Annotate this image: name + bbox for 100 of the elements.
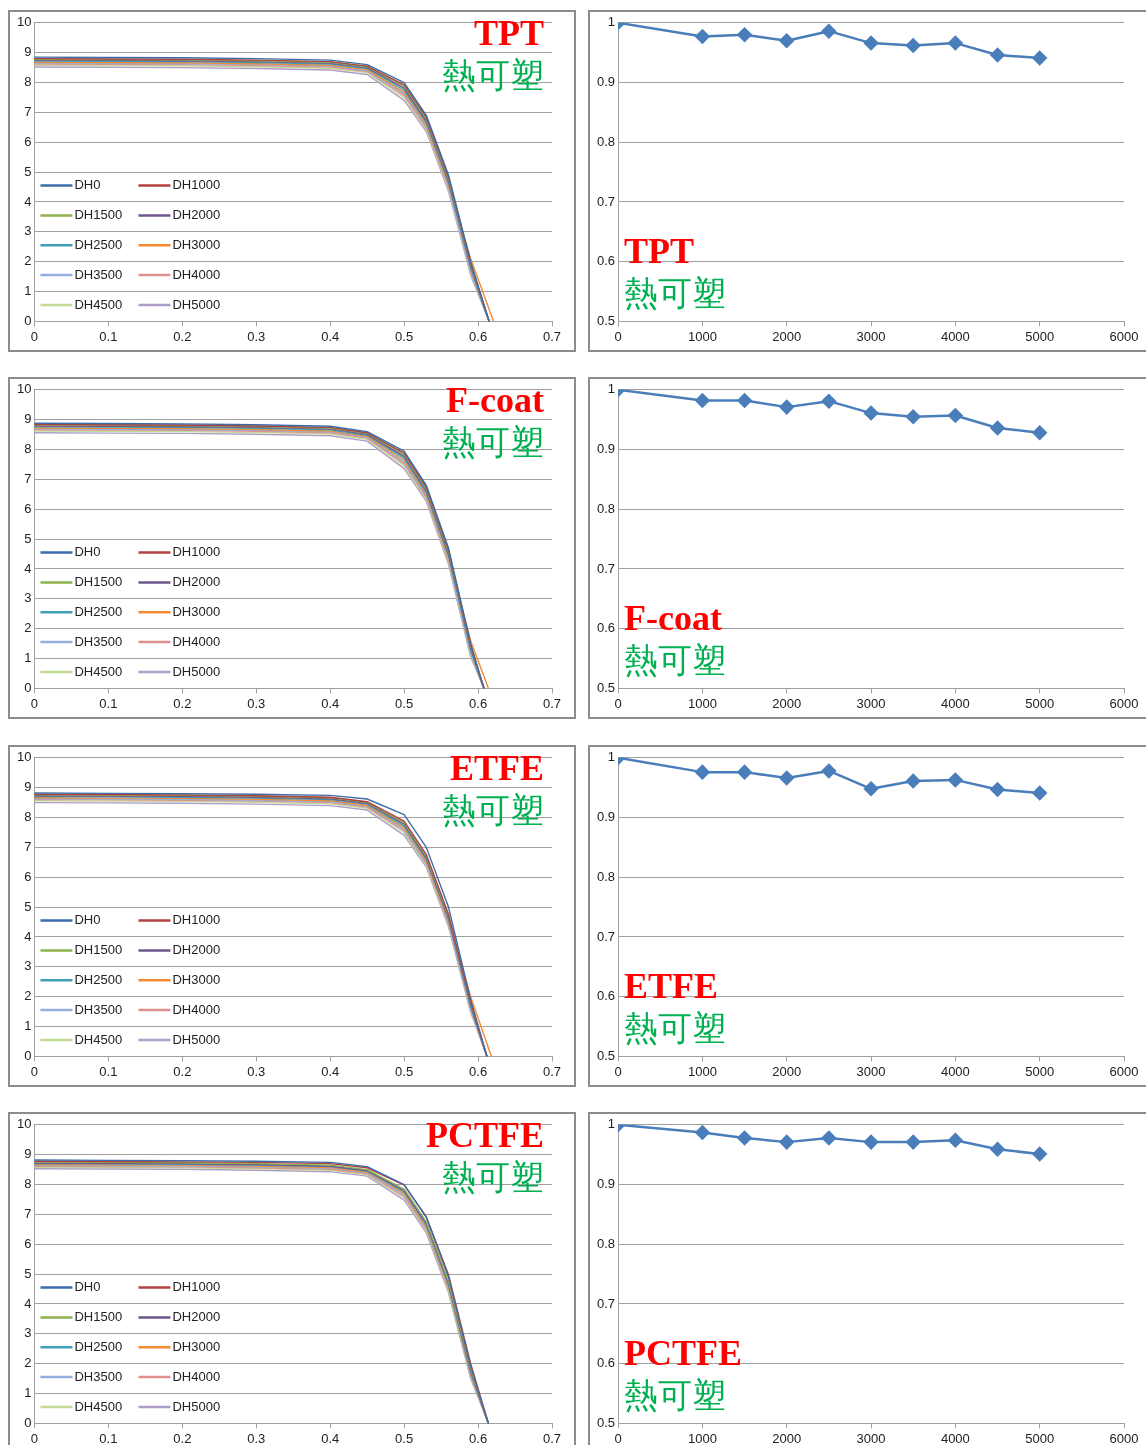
annotation: TPT: [473, 12, 544, 53]
legend-label: DH3000: [172, 1338, 221, 1354]
x-tick-label: 0.7: [542, 328, 562, 344]
y-tick-label: 9: [24, 411, 32, 427]
annotation: F-coat: [624, 598, 723, 639]
x-tick-label: 0.5: [395, 1063, 414, 1079]
legend-label: DH1500: [74, 573, 123, 589]
y-tick-label: 4: [24, 560, 32, 576]
y-tick-label: 1: [607, 1116, 616, 1132]
legend-label: DH4000: [172, 633, 221, 649]
annotation: 熱可塑: [624, 642, 727, 680]
x-tick-label: 1000: [687, 695, 717, 711]
x-tick-label: 0.3: [247, 1063, 266, 1079]
y-tick-label: 0.9: [596, 809, 616, 825]
y-tick-label: 2: [24, 620, 32, 636]
y-tick-label: 0.5: [596, 1047, 616, 1063]
x-tick-label: 3000: [856, 1430, 886, 1445]
y-tick-label: 7: [24, 470, 32, 486]
legend-label: DH4000: [172, 266, 221, 282]
x-tick-label: 0.2: [173, 1430, 192, 1445]
y-tick-label: 4: [24, 1295, 32, 1311]
legend-label: DH3000: [172, 603, 221, 619]
x-tick-label: 0.1: [99, 1430, 118, 1445]
x-tick-label: 0.3: [247, 695, 266, 711]
y-tick-label: 0.8: [596, 1235, 616, 1251]
x-tick-label: 3000: [856, 1063, 886, 1079]
y-tick-label: 3: [24, 223, 32, 239]
y-tick-label: 7: [24, 1205, 32, 1221]
x-tick-label: 2000: [772, 1063, 802, 1079]
legend-label: DH2500: [74, 971, 123, 987]
y-tick-label: 8: [24, 441, 32, 457]
x-tick-label: 0.3: [247, 328, 266, 344]
x-tick-label: 0.7: [542, 695, 562, 711]
legend-label: DH1000: [172, 177, 221, 193]
y-tick-label: 6: [24, 133, 32, 149]
x-tick-label: 0.1: [99, 328, 118, 344]
x-tick-label: 0.2: [173, 1063, 192, 1079]
y-tick-label: 9: [24, 1146, 32, 1162]
y-tick-label: 0.5: [596, 312, 616, 328]
legend-label: DH2500: [74, 1338, 123, 1354]
legend-label: DH4500: [74, 663, 123, 679]
y-tick-label: 5: [24, 1265, 32, 1281]
annotation: TPT: [624, 231, 695, 272]
annotation: ETFE: [449, 747, 544, 788]
x-tick-label: 2000: [772, 695, 802, 711]
y-tick-label: 10: [16, 14, 32, 30]
x-tick-label: 0.2: [173, 328, 192, 344]
x-tick-label: 0.4: [321, 1063, 340, 1079]
annotation: 熱可塑: [442, 423, 544, 461]
y-tick-label: 0.8: [596, 500, 616, 516]
annotation: PCTFE: [624, 1333, 743, 1374]
y-tick-label: 0: [24, 1047, 32, 1063]
y-tick-label: 9: [24, 44, 32, 60]
y-tick-label: 3: [24, 590, 32, 606]
legend-label: DH2500: [74, 603, 123, 619]
x-tick-label: 0.6: [469, 328, 488, 344]
legend-label: DH2000: [172, 573, 221, 589]
y-tick-label: 1: [24, 1385, 32, 1401]
x-tick-label: 2000: [772, 328, 802, 344]
x-tick-label: 4000: [940, 1430, 970, 1445]
annotation: F-coat: [446, 379, 544, 420]
y-tick-label: 0.5: [596, 1414, 616, 1430]
x-tick-label: 6000: [1109, 1063, 1139, 1079]
legend-label: DH0: [74, 177, 101, 193]
y-tick-label: 2: [24, 1355, 32, 1371]
y-tick-label: 1: [607, 14, 616, 30]
legend-label: DH5000: [172, 1031, 221, 1047]
legend-label: DH2500: [74, 236, 123, 252]
legend-label: DH1500: [74, 1308, 123, 1324]
y-tick-label: 4: [24, 193, 32, 209]
y-tick-label: 0.5: [596, 679, 616, 695]
y-tick-label: 5: [24, 898, 32, 914]
y-tick-label: 0.6: [596, 253, 616, 269]
annotation: 熱可塑: [624, 1010, 727, 1048]
legend-label: DH1500: [74, 206, 123, 222]
x-tick-label: 0.4: [321, 695, 340, 711]
x-tick-label: 5000: [1025, 1430, 1055, 1445]
x-tick-label: 0.1: [99, 1063, 118, 1079]
y-tick-label: 0.9: [596, 1176, 616, 1192]
y-tick-label: 6: [24, 1235, 32, 1251]
y-tick-label: 0: [24, 1414, 32, 1430]
x-tick-label: 0.3: [247, 1430, 266, 1445]
legend-label: DH0: [74, 912, 101, 928]
x-tick-label: 0.2: [173, 695, 192, 711]
y-tick-label: 5: [24, 530, 32, 546]
y-tick-label: 0.9: [596, 74, 616, 90]
x-tick-label: 4000: [940, 695, 970, 711]
y-tick-label: 0.7: [596, 928, 616, 944]
legend-label: DH3500: [74, 266, 123, 282]
y-tick-label: 7: [24, 103, 32, 119]
x-tick-label: 0.7: [542, 1430, 562, 1445]
x-tick-label: 0.1: [99, 695, 118, 711]
legend-label: DH0: [74, 544, 101, 560]
legend-label: DH2000: [172, 206, 221, 222]
legend-label: DH4500: [74, 296, 123, 312]
legend-label: DH4500: [74, 1398, 123, 1414]
legend-label: DH3000: [172, 971, 221, 987]
x-tick-label: 0.5: [395, 328, 414, 344]
y-tick-label: 1: [24, 283, 32, 299]
y-tick-label: 0.7: [596, 1295, 616, 1311]
